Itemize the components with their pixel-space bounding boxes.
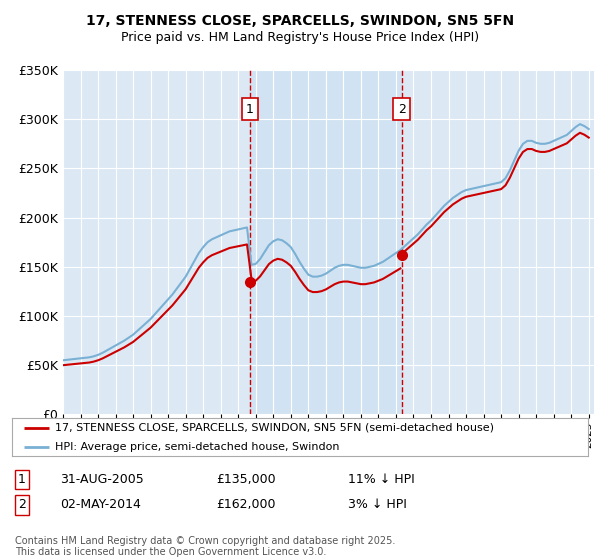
Text: Contains HM Land Registry data © Crown copyright and database right 2025.
This d: Contains HM Land Registry data © Crown c… [15,535,395,557]
Text: Price paid vs. HM Land Registry's House Price Index (HPI): Price paid vs. HM Land Registry's House … [121,31,479,44]
Text: 3% ↓ HPI: 3% ↓ HPI [348,498,407,511]
Text: 1: 1 [246,103,254,116]
Text: HPI: Average price, semi-detached house, Swindon: HPI: Average price, semi-detached house,… [55,442,340,452]
Text: 1: 1 [18,473,26,486]
Text: 02-MAY-2014: 02-MAY-2014 [60,498,141,511]
Text: 2: 2 [18,498,26,511]
Text: £162,000: £162,000 [216,498,275,511]
Text: £135,000: £135,000 [216,473,275,486]
Text: 2: 2 [398,103,406,116]
Text: 11% ↓ HPI: 11% ↓ HPI [348,473,415,486]
Bar [250,70,402,414]
Text: 17, STENNESS CLOSE, SPARCELLS, SWINDON, SN5 5FN: 17, STENNESS CLOSE, SPARCELLS, SWINDON, … [86,14,514,28]
Text: 17, STENNESS CLOSE, SPARCELLS, SWINDON, SN5 5FN (semi-detached house): 17, STENNESS CLOSE, SPARCELLS, SWINDON, … [55,423,494,433]
Text: 31-AUG-2005: 31-AUG-2005 [60,473,144,486]
